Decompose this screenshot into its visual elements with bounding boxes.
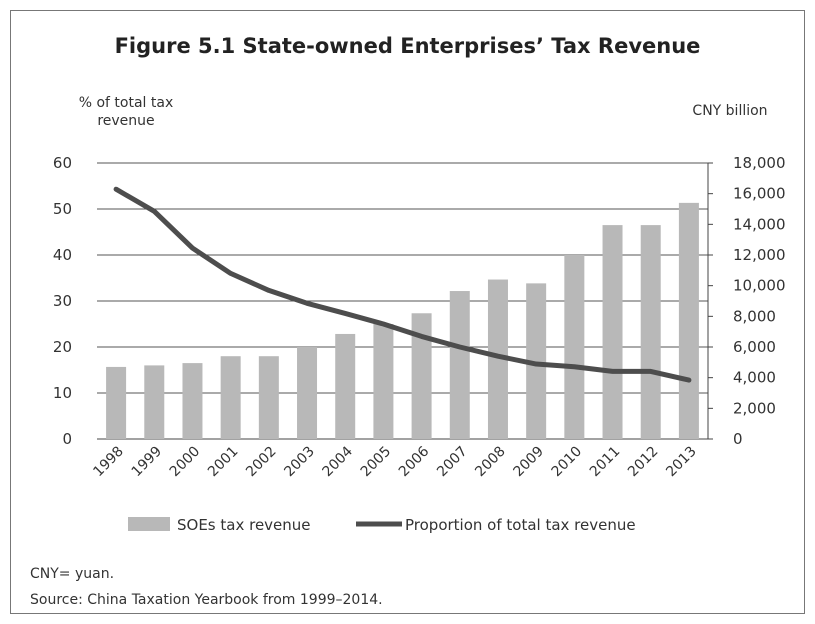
x-tick-label: 1999 (129, 444, 166, 481)
note-currency: CNY= yuan. (30, 566, 115, 582)
chart-title: Figure 5.1 State-owned Enterprises’ Tax … (114, 34, 701, 58)
left-tick-label: 40 (53, 246, 72, 264)
figure-frame (10, 10, 805, 614)
right-tick-label: 16,000 (733, 185, 786, 203)
x-tick-label: 2007 (434, 444, 471, 481)
x-tick-label: 2009 (510, 444, 547, 481)
bar-2006 (411, 313, 432, 439)
right-tick-label: 4,000 (733, 369, 776, 387)
x-tick-label: 2005 (358, 444, 395, 481)
bar-series (106, 202, 699, 439)
right-tick-label: 14,000 (733, 215, 786, 233)
line-series (113, 186, 692, 383)
bar-2007 (449, 291, 470, 439)
right-tick-label: 18,000 (733, 154, 786, 172)
bar-2009 (526, 283, 547, 439)
bar-2005 (373, 324, 394, 439)
left-tick-label: 50 (53, 200, 72, 218)
x-tick-label: 2004 (320, 443, 357, 480)
x-tick-label: 2006 (396, 443, 433, 480)
bar-2011 (602, 225, 623, 439)
x-tick-label: 2000 (167, 444, 204, 481)
bar-2004 (335, 333, 356, 439)
x-tick-label: 2011 (587, 444, 624, 481)
proportion-line (113, 186, 692, 383)
legend-line-label: Proportion of total tax revenue (405, 516, 636, 534)
bar-2012 (640, 225, 661, 439)
right-tick-label: 12,000 (733, 246, 786, 264)
bar-1999 (144, 365, 165, 439)
x-tick-label: 2010 (549, 444, 586, 481)
note-source: Source: China Taxation Yearbook from 199… (30, 592, 383, 608)
bar-2002 (258, 356, 279, 439)
left-tick-label: 60 (53, 154, 72, 172)
right-tick-label: 6,000 (733, 338, 776, 356)
x-tick-label: 2003 (281, 444, 318, 481)
right-tick-label: 10,000 (733, 277, 786, 295)
bar-2008 (487, 279, 508, 439)
left-axis-title-line-1: % of total tax (78, 95, 174, 111)
x-tick-label: 2001 (205, 444, 242, 481)
left-tick-label: 10 (53, 384, 72, 402)
bar-1998 (106, 366, 127, 439)
right-axis-title: CNY billion (692, 103, 768, 119)
bar-2003 (297, 347, 318, 439)
left-tick-label: 0 (62, 430, 72, 448)
bar-2000 (182, 363, 203, 439)
right-tick-label: 2,000 (733, 399, 776, 417)
right-tick-label: 0 (733, 430, 743, 448)
left-axis-title: % of total tax revenue (56, 94, 196, 130)
right-axis-ticks: 0 2,000 4,000 6,000 8,000 10,000 12,000 14,000 1… (707, 154, 786, 448)
x-tick-label: 2012 (625, 444, 662, 481)
x-tick-label: 2008 (472, 444, 509, 481)
legend-bar-label: SOEs tax revenue (177, 516, 311, 534)
left-axis-ticks: 0 10 20 30 40 50 60 (53, 154, 72, 448)
legend-bar-swatch (128, 517, 170, 531)
bar-2001 (220, 356, 241, 439)
x-tick-label: 2013 (663, 444, 700, 481)
bar-2013 (678, 202, 699, 439)
x-tick-label: 1998 (90, 444, 127, 481)
right-tick-label: 8,000 (733, 307, 776, 325)
left-tick-label: 30 (53, 292, 72, 310)
left-tick-label: 20 (53, 338, 72, 356)
x-axis-ticks: 1998 1999 2000 2001 2002 2003 2004 2005 2006 2007… (90, 443, 699, 480)
bar-2010 (564, 255, 585, 439)
legend: SOEs tax revenue Proportion of total tax … (128, 516, 636, 534)
x-tick-label: 2002 (243, 444, 280, 481)
left-axis-title-line-2: revenue (97, 113, 155, 129)
